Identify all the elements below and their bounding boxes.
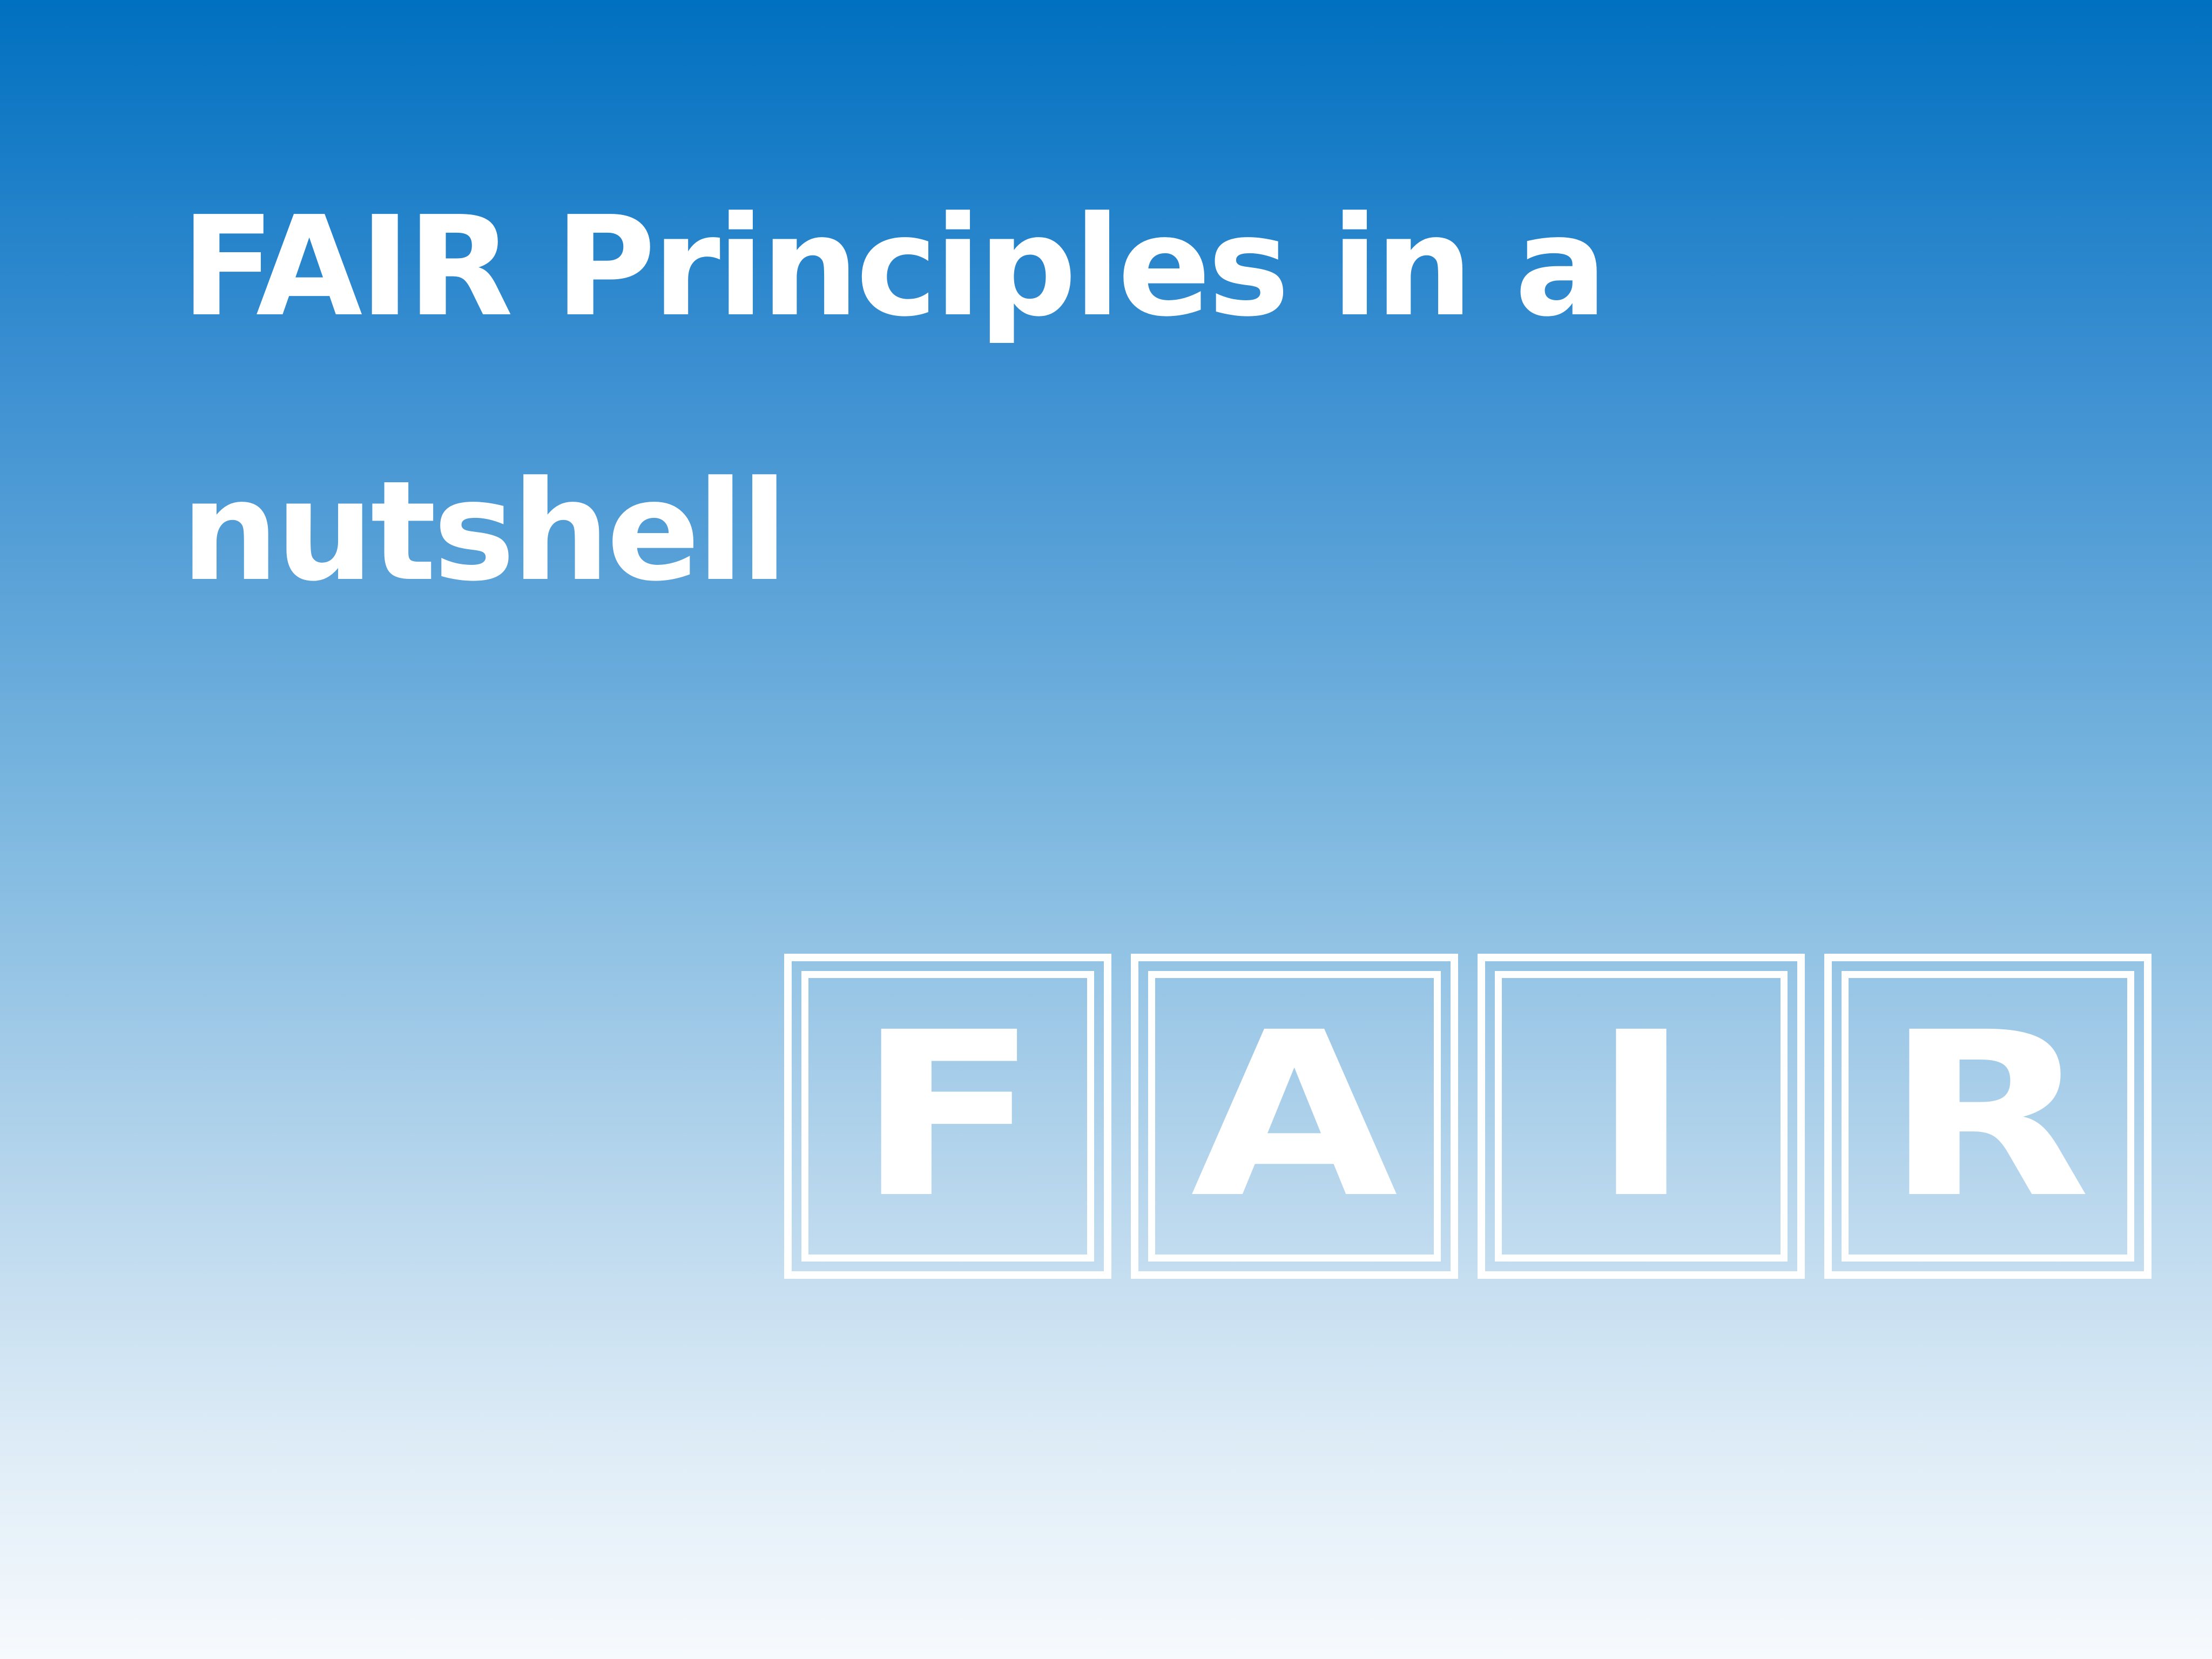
tile-i-letter: I bbox=[1591, 984, 1691, 1248]
tile-i: I bbox=[1478, 954, 1805, 1279]
tile-a-letter: A bbox=[1191, 984, 1398, 1248]
tile-r-frame: R bbox=[1842, 971, 2134, 1262]
tile-f-letter: F bbox=[856, 984, 1040, 1248]
tile-f: F bbox=[784, 954, 1111, 1279]
tile-r-letter: R bbox=[1885, 984, 2091, 1248]
tile-a: A bbox=[1131, 954, 1458, 1279]
fair-logo: F A I R bbox=[784, 954, 2152, 1279]
page-title: FAIR Principles in a nutshell bbox=[181, 187, 1608, 612]
tile-i-frame: I bbox=[1495, 971, 1788, 1262]
tile-r: R bbox=[1824, 954, 2152, 1279]
tile-f-frame: F bbox=[801, 971, 1094, 1262]
tile-a-frame: A bbox=[1148, 971, 1441, 1262]
